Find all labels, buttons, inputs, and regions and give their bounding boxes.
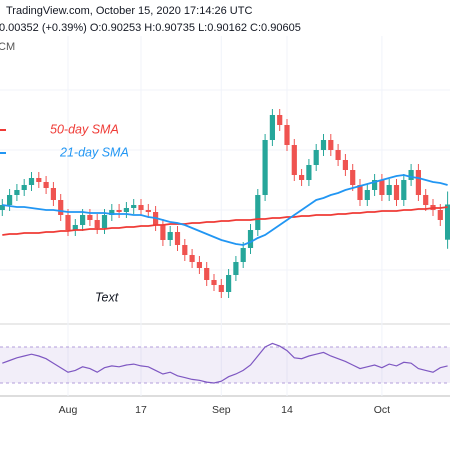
candle-body xyxy=(101,215,108,228)
candle-body xyxy=(320,140,327,150)
candle-body xyxy=(350,170,356,185)
candle-body xyxy=(116,210,122,212)
annotation: Text xyxy=(95,290,119,304)
candle-body xyxy=(401,180,407,200)
header-title: TradingView.com, October 15, 2020 17:14:… xyxy=(6,5,252,17)
x-tick-label: 17 xyxy=(135,404,147,416)
candle-body xyxy=(87,215,93,220)
candle-body xyxy=(233,262,239,275)
candle-body xyxy=(14,190,20,195)
candle-body xyxy=(437,210,443,220)
candle-body xyxy=(145,210,151,212)
candle-body xyxy=(211,280,217,285)
candle-body xyxy=(445,204,450,240)
candle-body xyxy=(167,232,173,240)
candle-body xyxy=(415,170,421,195)
candle-body xyxy=(0,205,5,210)
candle-body xyxy=(255,195,261,230)
candle-body xyxy=(160,225,166,240)
symbol: CM xyxy=(0,41,15,53)
candle-body xyxy=(328,140,334,150)
candle-body xyxy=(408,170,414,180)
x-tick-label: Oct xyxy=(374,404,390,416)
candle-body xyxy=(284,125,290,145)
candle-body xyxy=(80,215,86,225)
candle-body xyxy=(393,185,400,200)
candle-body xyxy=(240,248,246,262)
candle-body xyxy=(342,160,348,170)
candle-body xyxy=(306,165,312,180)
candle-body xyxy=(7,195,13,205)
candle-body xyxy=(226,275,232,292)
candle-body xyxy=(247,230,254,248)
candle-body xyxy=(262,140,268,195)
sma-line xyxy=(2,174,448,246)
candle-body xyxy=(58,200,64,215)
candle-body xyxy=(123,208,129,212)
candle-body xyxy=(291,145,297,175)
candle-body xyxy=(386,185,392,195)
candle-body xyxy=(218,285,224,292)
candle-body xyxy=(364,190,370,200)
candle-body xyxy=(182,245,188,255)
rsi-line xyxy=(2,342,448,384)
candle-body xyxy=(379,180,385,195)
candle-body xyxy=(109,210,115,215)
candle-body xyxy=(372,180,378,190)
candle-body xyxy=(299,175,305,180)
candle-body xyxy=(50,188,56,200)
header-quote: 0.00352 (+0.39%) O:0.90253 H:0.90735 L:0… xyxy=(0,22,301,34)
candle-body xyxy=(131,205,137,208)
candle-body xyxy=(28,178,35,185)
candle-body xyxy=(138,205,144,210)
candle-body xyxy=(174,232,181,245)
candle-body xyxy=(94,220,100,228)
candle-body xyxy=(204,268,210,280)
candle-body xyxy=(43,182,49,188)
candle-body xyxy=(21,185,27,190)
candle-body xyxy=(277,115,283,125)
candle-body xyxy=(269,115,275,140)
candle-body xyxy=(423,195,429,205)
x-tick-label: 14 xyxy=(281,404,293,416)
candle-body xyxy=(36,178,42,182)
sma-line xyxy=(2,206,448,236)
candle-body xyxy=(189,255,195,262)
x-tick-label: Aug xyxy=(59,404,78,416)
candle-body xyxy=(72,225,78,230)
candle-body xyxy=(313,150,319,165)
grid xyxy=(0,36,450,396)
candle-body xyxy=(65,215,71,230)
legend-label: 50-day SMA xyxy=(50,122,119,136)
x-tick-label: Sep xyxy=(212,404,231,416)
candle-body xyxy=(196,262,202,268)
candle-body xyxy=(335,150,341,160)
legend-label: 21-day SMA xyxy=(59,145,129,159)
rsi-band xyxy=(0,347,450,383)
candle-body xyxy=(357,185,363,200)
